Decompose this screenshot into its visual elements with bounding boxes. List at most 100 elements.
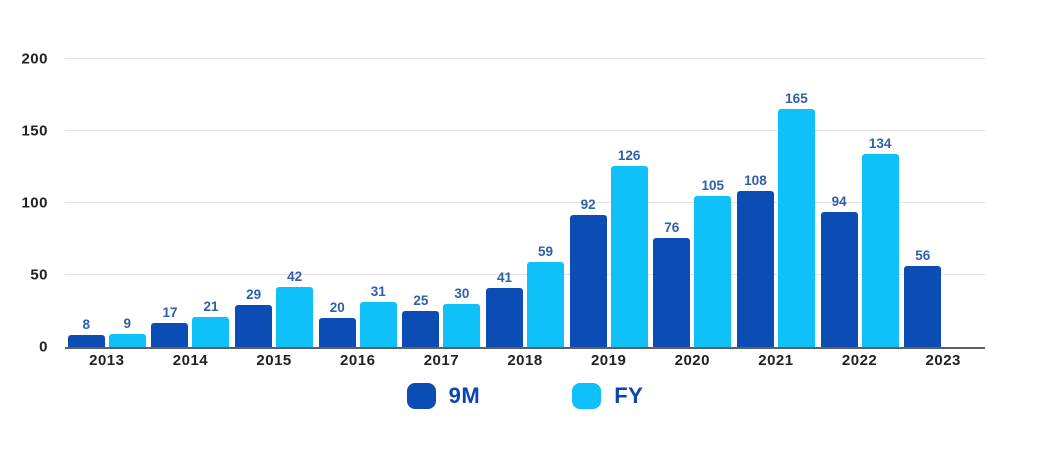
x-tick-2014: 2014 [172, 352, 209, 369]
bar-slot-9m-2014: 17 [151, 59, 189, 347]
bar-slot-fy-2015: 42 [276, 59, 314, 347]
bar-9m-2020 [653, 237, 691, 347]
year-group-2017: 25 30 [400, 59, 484, 347]
x-tick-2023: 2023 [925, 352, 961, 369]
value-label-9m-2021: 108 [744, 173, 767, 189]
legend-swatch-9m-icon [406, 383, 436, 409]
year-group-2020: 76 105 [650, 59, 734, 347]
bar-slot-9m-2015: 29 [235, 59, 273, 347]
value-label-fy-2022: 134 [868, 136, 892, 152]
value-label-9m-2017: 25 [413, 293, 429, 308]
x-tick-2017: 2017 [423, 352, 460, 369]
year-group-2015: 29 42 [232, 59, 316, 347]
x-tick-2019: 2019 [590, 352, 627, 369]
value-label-9m-2023: 56 [915, 248, 931, 264]
bar-fy-2018 [527, 262, 565, 347]
x-tick-2018: 2018 [507, 352, 543, 369]
value-label-fy-2016: 31 [370, 284, 386, 300]
x-tick-2022: 2022 [841, 352, 878, 369]
bar-fy-2019 [610, 165, 648, 347]
value-label-9m-2020: 76 [664, 219, 680, 235]
bar-fy-2014 [192, 316, 230, 347]
year-group-2021: 108 165 [734, 59, 818, 347]
bar-9m-2017 [402, 311, 440, 347]
bar-slot-fy-2013: 9 [108, 59, 146, 347]
bar-slot-9m-2018: 41 [486, 59, 524, 347]
value-label-9m-2013: 8 [82, 317, 91, 333]
value-label-fy-2018: 59 [538, 244, 554, 260]
bar-slot-fy-2019: 126 [610, 59, 648, 347]
gridline-150 [65, 130, 985, 131]
bar-slot-fy-2016: 31 [359, 59, 397, 347]
x-tick-2013: 2013 [89, 352, 125, 369]
value-label-9m-2019: 92 [580, 196, 596, 212]
gridline-50 [65, 274, 985, 275]
bar-slot-fy-2020: 105 [694, 59, 732, 347]
value-label-fy-2017: 30 [454, 285, 470, 301]
value-label-fy-2019: 126 [617, 147, 641, 163]
bar-slot-fy-2021: 165 [777, 59, 815, 347]
legend-item-fy: FY [572, 383, 643, 409]
bar-slot-fy-2018: 59 [527, 59, 565, 347]
bar-9m-2016 [318, 318, 356, 347]
bar-groups: 8 9 17 21 29 42 20 31 25 30 41 59 92 126 76 105 108 165 94… [65, 59, 985, 347]
bar-fy-2016 [359, 302, 397, 347]
legend-label-fy: FY [614, 383, 644, 408]
plot-area: 8 9 17 21 29 42 20 31 25 30 41 59 92 126 76 105 108 165 94… [65, 58, 985, 349]
bar-9m-2022 [820, 211, 858, 347]
legend: 9M FY [65, 383, 985, 409]
y-tick-100: 100 [21, 194, 48, 212]
bar-fy-2017 [443, 303, 481, 347]
bar-slot-fy-2022: 134 [861, 59, 899, 347]
bar-fy-2015 [276, 286, 314, 347]
x-tick-2021: 2021 [758, 352, 794, 369]
bar-slot-9m-2017: 25 [402, 59, 440, 347]
x-axis: 2013 2014 2015 2016 2017 2018 2019 2020 2021 2022… [65, 352, 985, 369]
value-label-9m-2014: 17 [162, 304, 178, 320]
bar-slot-fy-2014: 21 [192, 59, 230, 347]
bar-fy-2020 [694, 195, 732, 347]
bar-slot-9m-2020: 76 [653, 59, 691, 347]
bar-9m-2019 [569, 214, 607, 347]
gridline-100 [65, 202, 985, 203]
bar-9m-2013 [67, 335, 105, 347]
x-tick-2015: 2015 [256, 352, 292, 369]
year-group-2018: 41 59 [483, 59, 567, 347]
y-tick-50: 50 [30, 266, 48, 284]
x-tick-2020: 2020 [674, 352, 710, 369]
bar-slot-9m-2013: 8 [67, 59, 105, 347]
gridline-200 [65, 58, 985, 59]
y-tick-150: 150 [21, 122, 48, 140]
y-tick-200: 200 [21, 50, 48, 68]
year-group-2023: 56 [901, 59, 985, 347]
bar-slot-9m-2016: 20 [318, 59, 356, 347]
value-label-9m-2022: 94 [831, 193, 847, 209]
bar-slot-fy-2017: 30 [443, 59, 481, 347]
year-group-2016: 20 31 [316, 59, 400, 347]
bar-fy-2022 [861, 154, 899, 347]
bar-9m-2018 [486, 287, 524, 347]
legend-swatch-fy-icon [572, 383, 602, 409]
bar-9m-2015 [235, 305, 273, 347]
bar-fy-2021 [777, 109, 815, 347]
bar-9m-2021 [736, 191, 774, 347]
value-label-fy-2014: 21 [203, 298, 219, 314]
bar-9m-2014 [151, 322, 189, 347]
value-label-fy-2013: 9 [123, 316, 132, 332]
year-group-2014: 17 21 [149, 59, 233, 347]
value-label-9m-2016: 20 [329, 300, 345, 316]
legend-item-9m: 9M [406, 383, 481, 409]
value-label-fy-2020: 105 [701, 177, 725, 193]
year-group-2022: 94 134 [818, 59, 902, 347]
y-axis: 0 50 100 150 200 [0, 51, 52, 356]
bar-9m-2023 [904, 266, 942, 347]
bar-slot-9m-2019: 92 [569, 59, 607, 347]
value-label-9m-2015: 29 [246, 287, 262, 303]
x-tick-2016: 2016 [340, 352, 376, 369]
value-label-9m-2018: 41 [497, 269, 513, 285]
value-label-fy-2015: 42 [287, 268, 303, 284]
bar-fy-2013 [108, 334, 146, 347]
year-group-2019: 92 126 [567, 59, 651, 347]
